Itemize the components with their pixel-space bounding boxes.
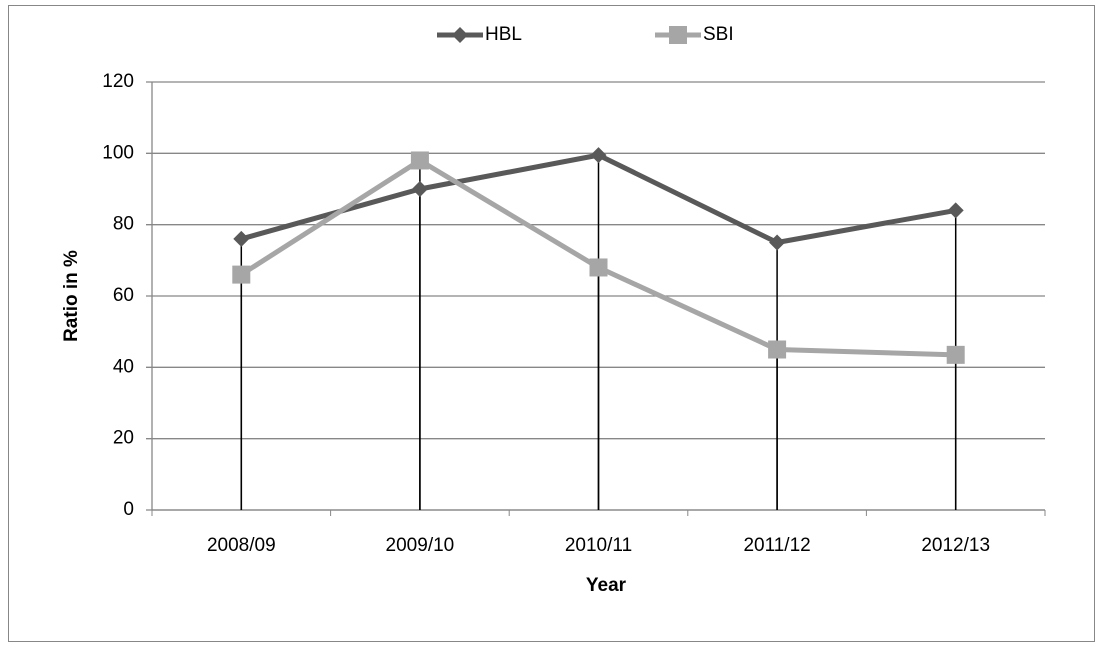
x-axis-title: Year [586,575,627,596]
marker [232,265,251,284]
marker [452,27,468,43]
x-tick-label: 2010/11 [565,535,632,556]
marker [769,234,786,251]
marker [411,181,428,197]
y-axis-title: Ratio in % [61,250,82,342]
y-tick-label: 120 [102,71,134,92]
marker [233,230,250,247]
marker [410,151,429,170]
chart-border [8,5,1095,642]
marker [947,202,964,219]
marker [590,147,607,164]
x-tick-label: 2009/10 [386,535,455,556]
legend-label: SBI [703,24,734,45]
y-tick-label: 80 [113,214,134,235]
marker [669,26,687,44]
x-tick-label: 2011/12 [743,535,810,556]
x-tick-label: 2012/13 [921,535,990,556]
x-tick-label: 2008/09 [207,535,276,556]
y-tick-label: 20 [113,428,134,449]
legend-label: HBL [485,24,522,45]
marker [946,345,965,364]
y-tick-label: 0 [123,499,134,520]
marker [768,340,787,359]
y-tick-label: 60 [113,285,134,306]
marker [589,258,608,277]
y-tick-label: 40 [113,356,134,377]
y-tick-label: 100 [102,142,134,163]
